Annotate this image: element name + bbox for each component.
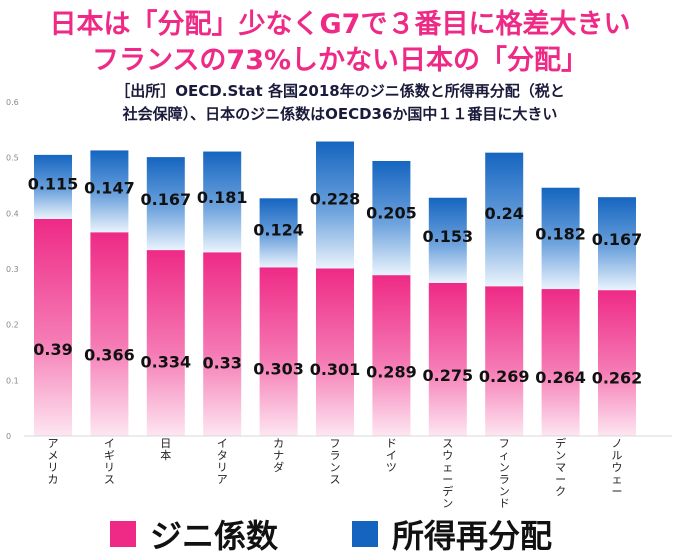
value-label-redistribution: 0.115 (28, 175, 79, 194)
bar-redistribution (259, 198, 298, 268)
bar-redistribution (541, 187, 580, 290)
chart-source-line-2: 社会保障）、日本のジニ係数はOECD36か国中１１番目に大きい (122, 105, 558, 123)
chart-title-line-1: 日本は「分配」少なくG7で３番目に格差大きい (49, 9, 631, 40)
bar-gini (316, 268, 354, 436)
y-tick-label: 0.6 (6, 98, 19, 107)
value-label-gini: 0.289 (366, 363, 417, 382)
bar-redistribution (372, 161, 411, 276)
chart-source-line-1: ［出所］OECD.Stat 各国2018年のジニ係数と所得再分配（税と (115, 82, 565, 100)
y-tick-label: 0.3 (6, 265, 19, 274)
x-tick-label: ドイツ (386, 437, 397, 474)
bar-gini (203, 252, 242, 436)
value-label-gini: 0.269 (479, 367, 530, 386)
bar-redistribution (203, 151, 242, 253)
value-label-redistribution: 0.228 (310, 190, 361, 209)
bar-redistribution (485, 152, 524, 287)
bar-redistribution (90, 150, 129, 233)
bar-gini (541, 289, 580, 436)
x-tick-label: スウェーデン (442, 437, 453, 510)
value-label-gini: 0.275 (422, 366, 473, 385)
bar-gini (259, 267, 298, 436)
y-tick-label: 0.1 (6, 376, 19, 385)
value-label-gini: 0.33 (202, 354, 241, 373)
value-label-redistribution: 0.167 (140, 190, 191, 209)
legend-swatch-redistribution (352, 521, 378, 547)
y-tick-label: 0 (6, 432, 11, 441)
value-label-gini: 0.39 (33, 340, 72, 359)
y-tick-label: 0.2 (6, 321, 19, 330)
value-label-gini: 0.262 (592, 369, 643, 388)
x-tick-label: カナダ (273, 437, 284, 474)
x-tick-label: ノルウェー (612, 437, 623, 498)
x-tick-label: フランス (330, 437, 341, 486)
x-tick-label: イギリス (104, 437, 115, 486)
x-tick-label: フィンランド (499, 437, 510, 510)
x-tick-label: デンマーク (555, 436, 566, 498)
bar-gini (372, 275, 411, 436)
x-axis: アメリカ イギリス 日本 イタリア カナダ フランス ドイツ スウェーデン フィンランド デンマー… (24, 435, 672, 510)
x-tick-label: イタリア (217, 437, 228, 486)
bar-gini (90, 232, 129, 436)
legend-swatch-gini (110, 521, 136, 547)
value-label-gini: 0.303 (253, 360, 304, 379)
y-tick-label: 0.5 (6, 154, 19, 163)
bar-gini (485, 286, 524, 436)
stacked-bar-chart: 00.10.20.30.40.50.6 0.390.1150.3660.1470… (6, 98, 672, 510)
bar-redistribution (598, 197, 636, 291)
y-tick-label: 0.4 (6, 209, 19, 218)
legend-item-redistribution: 所得再分配 (352, 514, 553, 555)
value-label-gini: 0.334 (140, 353, 191, 372)
value-labels: 0.39 0.115 0.366 0.147 0.334 0.167 0.33 0.181 0.… (28, 175, 643, 388)
value-label-redistribution: 0.205 (366, 203, 417, 222)
bar-redistribution (146, 157, 185, 251)
x-tick-label: アメリカ (48, 437, 59, 486)
x-tick-label: 日本 (160, 437, 171, 462)
value-label-redistribution: 0.153 (422, 227, 473, 246)
value-label-redistribution: 0.167 (592, 230, 643, 249)
value-label-gini: 0.301 (310, 360, 361, 379)
bars (34, 141, 636, 436)
bar-redistribution (316, 141, 354, 269)
value-label-redistribution: 0.24 (484, 204, 523, 223)
bar-redistribution (428, 197, 467, 283)
bar-gini (598, 290, 636, 436)
bar-gini (146, 250, 185, 436)
bar-redistribution (34, 154, 72, 219)
legend-label-gini: ジニ係数 (150, 517, 279, 555)
value-label-redistribution: 0.181 (197, 188, 248, 207)
value-label-redistribution: 0.182 (535, 224, 586, 243)
value-label-redistribution: 0.124 (253, 220, 304, 239)
y-axis: 0 0.1 0.2 0.3 0.4 0.5 0.6 (6, 98, 19, 441)
legend-item-gini: ジニ係数 (110, 514, 279, 555)
bar-gini (428, 282, 467, 436)
chart-title-line-2: フランスの73%しかない日本の「分配」 (91, 45, 589, 76)
bar-gini (34, 218, 72, 436)
legend-label-redistribution: 所得再分配 (392, 517, 553, 555)
value-label-gini: 0.366 (84, 346, 135, 365)
value-label-redistribution: 0.147 (84, 178, 135, 197)
value-label-gini: 0.264 (535, 368, 586, 387)
